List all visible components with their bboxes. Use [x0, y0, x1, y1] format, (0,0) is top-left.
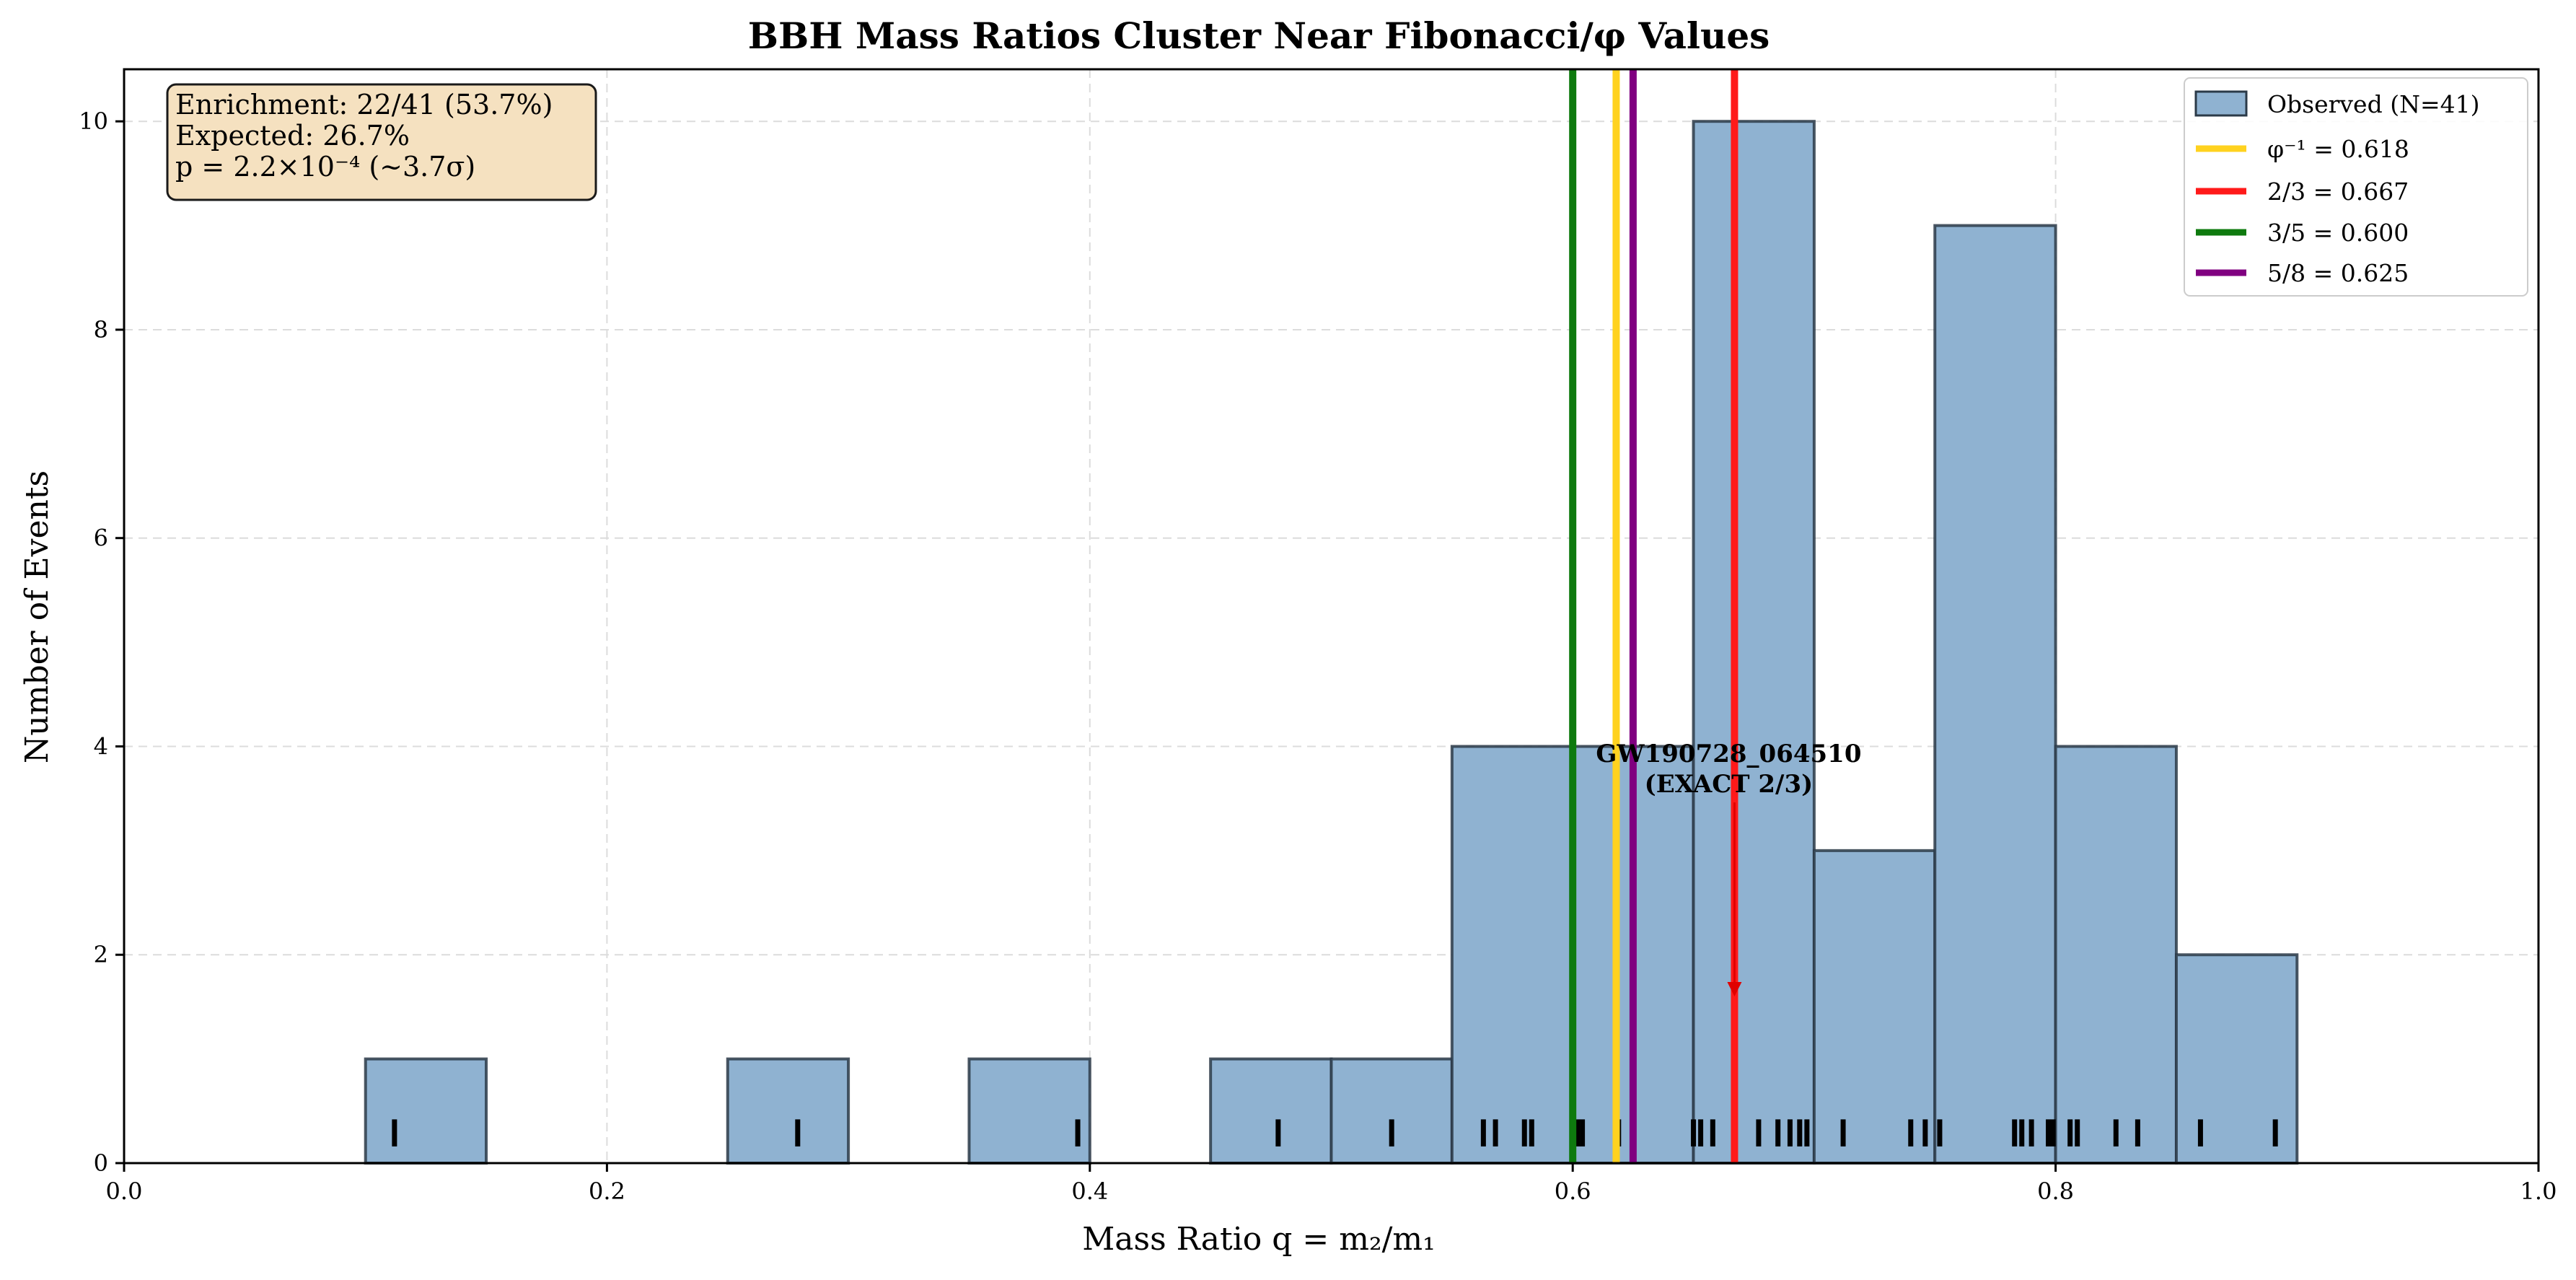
y-tick-label-5: 10: [79, 108, 108, 135]
y-axis-label: Number of Events: [19, 470, 56, 763]
axes-layer: [123, 68, 2540, 1165]
annotation-event-note: (EXACT 2/3): [1645, 770, 1814, 799]
annotation-layer: GW190728_064510(EXACT 2/3): [1596, 740, 1862, 996]
bars-layer: [364, 120, 2299, 1165]
stats-line-expected: Expected: 26.7%: [175, 120, 410, 152]
y-tick-label-4: 8: [94, 316, 108, 343]
histogram-bar-8: [1933, 224, 2057, 1165]
y-tick-label-2: 4: [94, 732, 108, 760]
histogram-bar-1: [726, 1057, 850, 1165]
legend-label-three-fifths: 3/5 = 0.600: [2267, 219, 2409, 247]
y-tick-label-3: 6: [94, 525, 108, 552]
annotation-arrow-head: [1727, 981, 1742, 996]
x-tick-label-0: 0.0: [106, 1178, 143, 1205]
x-tick-label-1: 0.2: [589, 1178, 625, 1205]
histogram-bar-6: [1692, 120, 1816, 1165]
histogram-bar-7: [1812, 849, 1937, 1165]
legend-label-observed: Observed (N=41): [2267, 90, 2479, 118]
histogram-bar-2: [967, 1057, 1091, 1165]
stats-box: Enrichment: 22/41 (53.7%) Expected: 26.7…: [166, 83, 597, 201]
ticks-layer: 0.0 0.2 0.4 0.6 0.8 1.0 0 2 4 6 8 10: [79, 108, 2557, 1205]
y-tick-label-0: 0: [94, 1149, 108, 1177]
legend: Observed (N=41) φ⁻¹ = 0.618 2/3 = 0.667 …: [2184, 77, 2528, 297]
legend-frame: [2184, 77, 2528, 297]
histogram-bar-3: [1209, 1057, 1333, 1165]
legend-label-five-eighths: 5/8 = 0.625: [2267, 259, 2409, 287]
stats-line-pvalue: p = 2.2×10⁻⁴ (~3.7σ): [175, 151, 475, 183]
legend-label-two-thirds: 2/3 = 0.667: [2267, 177, 2409, 206]
chart-title: BBH Mass Ratios Cluster Near Fibonacci/φ…: [748, 14, 1770, 57]
x-tick-label-3: 0.6: [1555, 1178, 1591, 1205]
histogram-bar-4: [1329, 1057, 1454, 1165]
histogram-bar-9: [2054, 745, 2178, 1165]
stats-line-enrichment: Enrichment: 22/41 (53.7%): [175, 89, 553, 120]
y-tick-label-1: 2: [94, 941, 108, 968]
rug-layer: [392, 1119, 2278, 1147]
x-tick-label-4: 0.8: [2037, 1178, 2074, 1205]
x-tick-label-5: 1.0: [2520, 1178, 2557, 1205]
annotation-event-name: GW190728_064510: [1596, 740, 1861, 768]
stats-box-background: [166, 83, 597, 201]
x-axis-label: Mass Ratio q = m₂/m₁: [1082, 1221, 1436, 1258]
legend-label-phi-inverse: φ⁻¹ = 0.618: [2267, 135, 2409, 163]
histogram-bar-0: [364, 1057, 488, 1165]
x-tick-label-2: 0.4: [1071, 1178, 1108, 1205]
plot-frame: [123, 68, 2540, 1165]
histogram-bar-10: [2174, 953, 2299, 1165]
reference-lines-layer: [1569, 69, 1738, 1163]
legend-swatch-observed: [2194, 90, 2248, 117]
